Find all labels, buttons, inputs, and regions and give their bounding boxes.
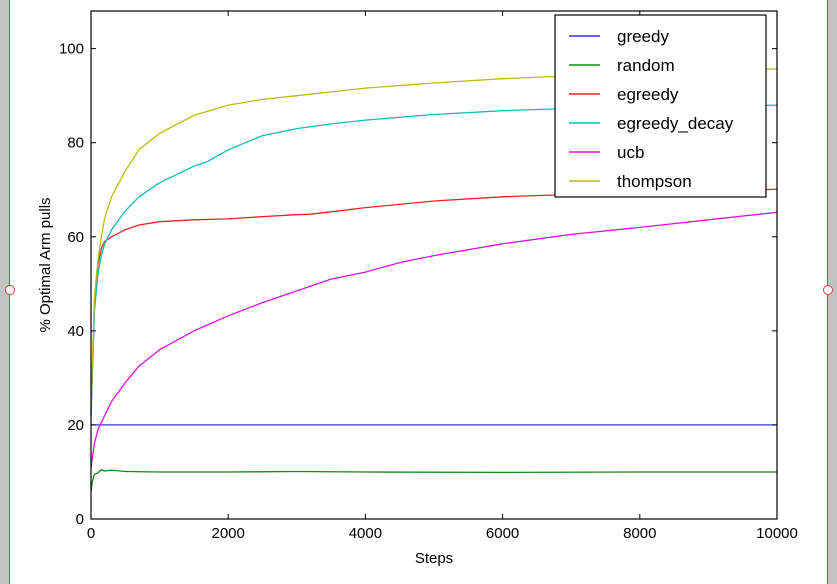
legend-label-ucb: ucb	[617, 143, 644, 162]
x-tick-label: 8000	[623, 525, 656, 542]
y-tick-label: 20	[67, 417, 84, 434]
legend-label-greedy: greedy	[617, 27, 669, 46]
series-line-random	[90, 468, 777, 491]
x-tick-label: 0	[87, 525, 95, 542]
x-tick-label: 4000	[349, 525, 382, 542]
x-tick-label: 2000	[212, 525, 245, 542]
y-axis-label: % Optimal Arm pulls	[37, 197, 54, 332]
series-line-egreedy	[90, 188, 778, 416]
y-tick-label: 100	[59, 41, 84, 58]
series-line-thompson	[90, 68, 778, 407]
watermark-text: https://blog.csdn.net/cg129054036	[583, 561, 812, 578]
series-line-ucb	[90, 211, 778, 468]
right-resize-handle[interactable]	[823, 285, 833, 295]
y-tick-label: 40	[67, 323, 84, 340]
series-line-egreedy_decay	[90, 104, 778, 416]
legend-label-egreedy: egreedy	[617, 85, 679, 104]
series-layer	[90, 68, 778, 491]
x-axis-label: Steps	[415, 550, 453, 567]
y-tick-label: 60	[67, 229, 84, 246]
axes-layer: 0 2000 4000 6000 8000 10000 0 20 40 60 80 100	[59, 10, 798, 542]
x-tick-label: 6000	[486, 525, 519, 542]
legend-label-thompson: thompson	[617, 172, 692, 191]
y-tick-label: 0	[76, 511, 84, 528]
plot-frame	[90, 10, 778, 520]
legend-label-egreedy_decay: egreedy_decay	[617, 114, 734, 133]
left-resize-handle[interactable]	[5, 285, 15, 295]
y-tick-label: 80	[67, 135, 84, 152]
x-tick-label: 10000	[756, 525, 798, 542]
legend-box	[554, 14, 767, 198]
legend-label-random: random	[617, 56, 675, 75]
